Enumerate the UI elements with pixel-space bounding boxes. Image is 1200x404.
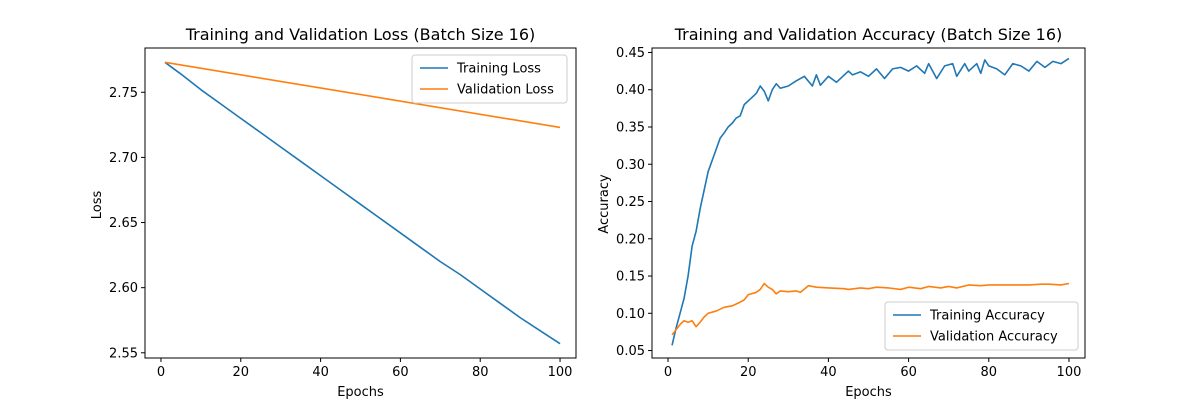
loss-y-tick-label: 2.55 (109, 346, 138, 361)
accuracy-legend-box (884, 301, 1079, 351)
loss-x-tick-label: 20 (233, 365, 250, 380)
loss-y-tick-label: 2.75 (109, 86, 138, 101)
accuracy-y-tick-label: 0.45 (616, 46, 645, 61)
accuracy-x-axis-label: Epochs (845, 385, 892, 400)
loss-x-axis-label: Epochs (337, 385, 384, 400)
accuracy-legend-label: Validation Accuracy (930, 330, 1058, 345)
accuracy-x-tick-label: 100 (1057, 365, 1082, 380)
accuracy-y-tick-label: 0.10 (616, 307, 645, 322)
loss-series-line-validation-loss (164, 61, 561, 129)
accuracy-chart: Training and Validation Accuracy (Batch … (597, 25, 1086, 400)
loss-x-tick-label: 100 (548, 365, 573, 380)
accuracy-y-tick-label: 0.40 (616, 83, 645, 98)
accuracy-x-tick-label: 20 (740, 365, 757, 380)
loss-y-tick-label: 2.65 (109, 216, 138, 231)
accuracy-y-tick-label: 0.25 (616, 195, 645, 210)
loss-x-tick-label: 80 (472, 365, 489, 380)
accuracy-x-tick-label: 80 (981, 365, 998, 380)
loss-y-axis-label: Loss (90, 191, 105, 220)
loss-chart-title: Training and Validation Loss (Batch Size… (185, 25, 536, 44)
loss-legend-label: Validation Loss (457, 83, 554, 98)
accuracy-x-tick-label: 40 (820, 365, 837, 380)
accuracy-axes-frame (651, 47, 1086, 359)
loss-legend-box (411, 54, 568, 104)
loss-chart: Training and Validation Loss (Batch Size… (90, 25, 577, 400)
accuracy-y-axis-label: Accuracy (597, 174, 612, 234)
loss-x-tick-label: 0 (157, 365, 165, 380)
loss-axes-frame (144, 47, 577, 359)
accuracy-y-tick-label: 0.05 (616, 344, 645, 359)
accuracy-y-tick-label: 0.20 (616, 232, 645, 247)
accuracy-x-tick-label: 60 (900, 365, 917, 380)
loss-y-tick-label: 2.60 (109, 281, 138, 296)
accuracy-y-tick-label: 0.15 (616, 270, 645, 285)
accuracy-legend-label: Training Accuracy (929, 309, 1045, 324)
accuracy-series-line-validation-accuracy (671, 282, 1070, 336)
loss-x-tick-label: 60 (392, 365, 409, 380)
accuracy-x-tick-label: 0 (664, 365, 672, 380)
accuracy-series-line-training-accuracy (671, 57, 1070, 346)
accuracy-y-tick-label: 0.30 (616, 158, 645, 173)
accuracy-chart-title: Training and Validation Accuracy (Batch … (674, 25, 1062, 44)
accuracy-y-tick-label: 0.35 (616, 120, 645, 135)
loss-series-line-training-loss (164, 61, 561, 345)
loss-x-tick-label: 40 (312, 365, 329, 380)
loss-y-tick-label: 2.70 (109, 151, 138, 166)
loss-legend-label: Training Loss (456, 62, 541, 77)
